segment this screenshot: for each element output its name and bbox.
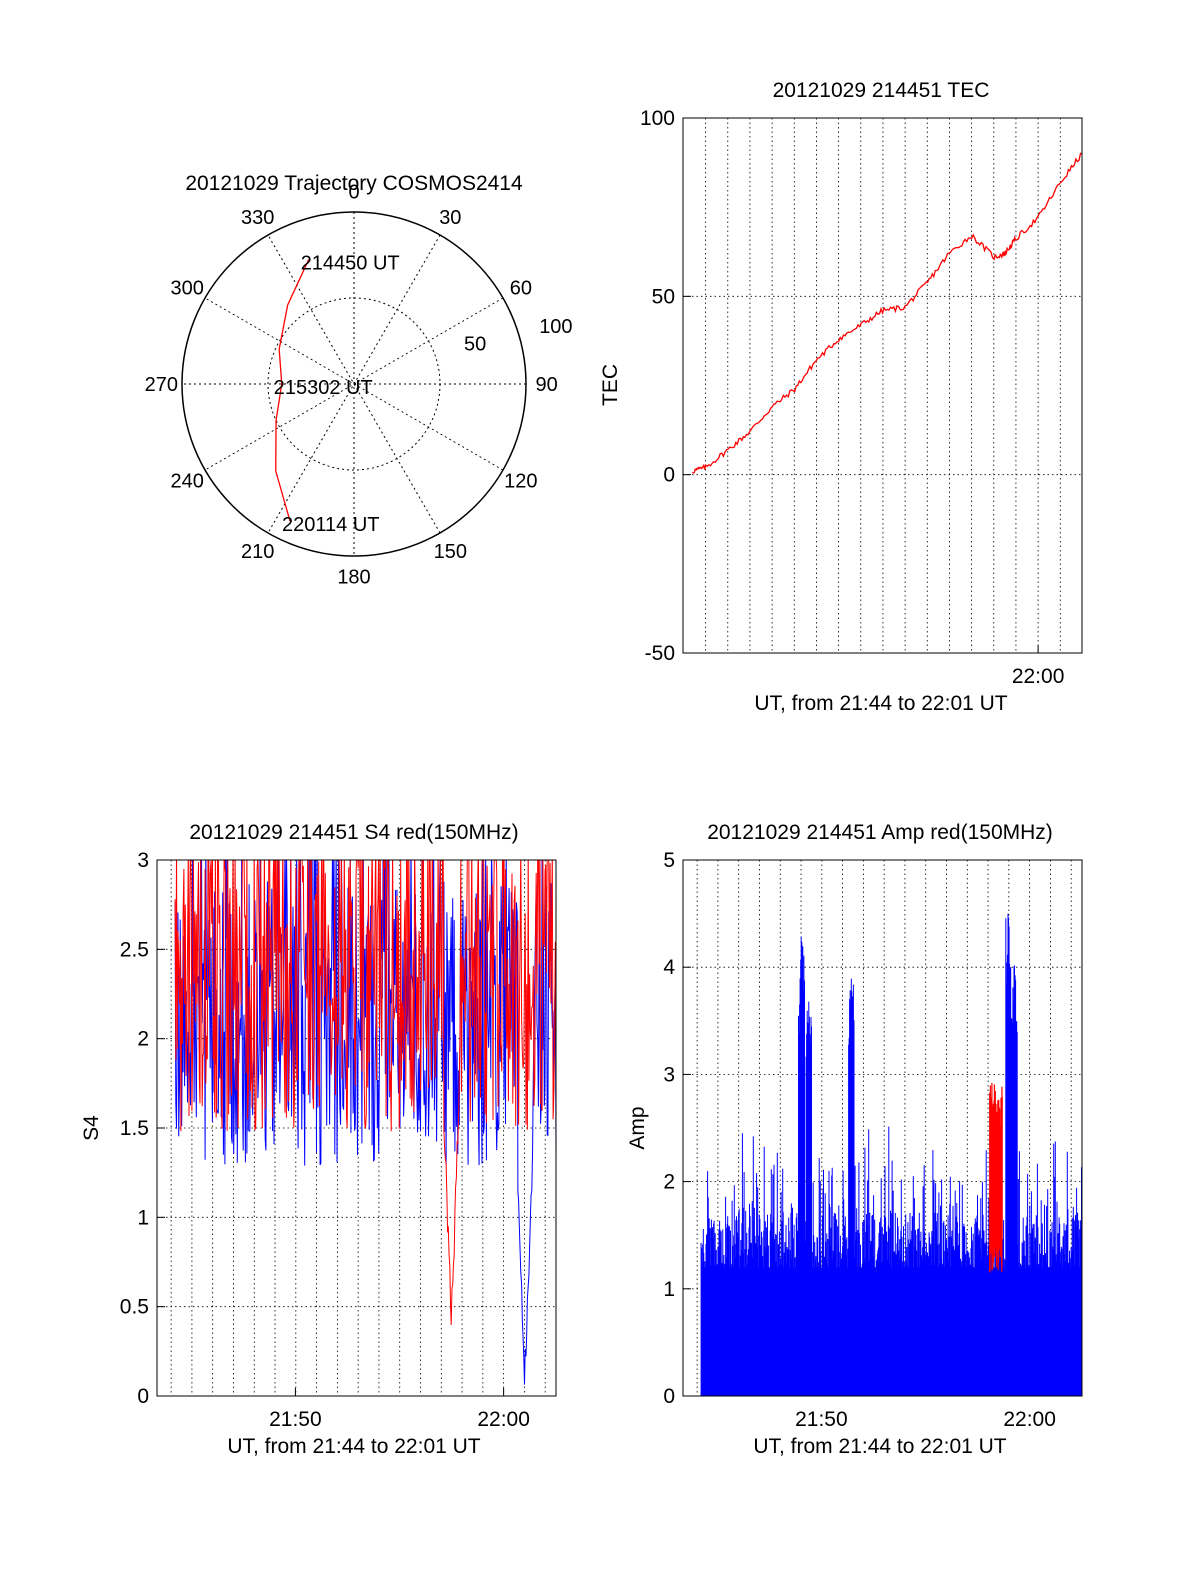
y-tick-label: 0 — [137, 1385, 149, 1408]
amp-frame — [682, 859, 1083, 1397]
polar-angle-label: 180 — [337, 567, 370, 589]
y-tick-label: 2 — [663, 1171, 675, 1194]
s4-frame — [156, 859, 557, 1397]
y-tick-label: 0 — [663, 464, 675, 487]
x-tick-label: 22:00 — [477, 1408, 530, 1431]
polar-angle-label: 30 — [439, 207, 461, 229]
s4-plot: 20121029 214451 S4 red(150MHz) 0 0.5 1 1.5 2… — [80, 821, 557, 1458]
tec-frame — [682, 117, 1083, 654]
polar-angle-label: 270 — [145, 374, 178, 396]
y-tick-label: 0.5 — [120, 1296, 149, 1319]
tec-y-axis-label: TEC — [599, 364, 622, 406]
y-tick-label: 50 — [652, 285, 675, 308]
polar-radial-label: 100 — [539, 316, 572, 338]
polar-radial-label: 50 — [464, 333, 486, 355]
amp-series — [700, 913, 1083, 1396]
polar-grid — [181, 211, 527, 557]
amp-x-tick-labels: 21:50 22:00 — [795, 1408, 1056, 1431]
amp-y-tick-labels: 0 1 2 3 4 5 — [663, 849, 675, 1408]
s4-x-tick-labels: 21:50 22:00 — [269, 1408, 530, 1431]
polar-angle-labels: 0 30 60 90 120 150 180 210 240 270 300 330 — [145, 181, 558, 588]
amp-x-axis-label: UT, from 21:44 to 22:01 UT — [753, 1435, 1006, 1458]
s4-y-axis-label: S4 — [80, 1115, 103, 1141]
y-tick-label: 2 — [137, 1028, 149, 1051]
tec-y-tick-labels: -50 0 50 100 — [640, 107, 675, 665]
tec-x-axis-label: UT, from 21:44 to 22:01 UT — [754, 692, 1007, 715]
y-tick-label: 100 — [640, 107, 675, 130]
y-tick-label: 0 — [663, 1385, 675, 1408]
polar-angle-label: 150 — [434, 541, 467, 563]
polar-angle-label: 240 — [170, 470, 203, 492]
s4-title: 20121029 214451 S4 red(150MHz) — [189, 821, 518, 844]
y-tick-label: 1.5 — [120, 1117, 149, 1140]
y-tick-label: 2.5 — [120, 938, 149, 961]
tec-x-tick-labels: 22:00 — [1012, 665, 1065, 688]
s4-x-axis-label: UT, from 21:44 to 22:01 UT — [227, 1435, 480, 1458]
s4-y-tick-labels: 0 0.5 1 1.5 2 2.5 3 — [120, 849, 149, 1408]
x-tick-label: 21:50 — [269, 1408, 322, 1431]
tec-plot: 20121029 214451 TEC -50 0 50 100 22:00 UT, … — [599, 79, 1083, 715]
polar-angle-label: 90 — [536, 374, 558, 396]
amp-title: 20121029 214451 Amp red(150MHz) — [707, 821, 1053, 844]
y-tick-label: 3 — [137, 849, 149, 872]
amp-plot: 20121029 214451 Amp red(150MHz) 0 1 2 3 4 5 2… — [626, 821, 1083, 1458]
polar-angle-label: 60 — [510, 278, 532, 300]
amp-y-axis-label: Amp — [626, 1106, 649, 1149]
polar-angle-label: 120 — [504, 470, 537, 492]
trajectory-time-label: 215302 UT — [274, 377, 373, 399]
y-tick-label: 3 — [663, 1063, 675, 1086]
polar-angle-label: 0 — [348, 181, 359, 203]
y-tick-label: 5 — [663, 849, 675, 872]
amp-blue-series — [700, 913, 1083, 1396]
tec-title: 20121029 214451 TEC — [773, 79, 990, 102]
y-tick-label: 1 — [137, 1206, 149, 1229]
tec-grid — [683, 117, 1082, 654]
trajectory-line — [275, 259, 310, 522]
y-tick-label: 1 — [663, 1278, 675, 1301]
polar-angle-label: 210 — [241, 541, 274, 563]
tec-series-line — [692, 152, 1083, 474]
trajectory-annotations: 214450 UT 215302 UT 220114 UT — [274, 253, 400, 537]
s4-series — [174, 860, 556, 1385]
polar-radial-labels: 50 100 — [464, 316, 573, 355]
x-tick-label: 21:50 — [795, 1408, 848, 1431]
x-tick-label: 22:00 — [1012, 665, 1065, 688]
trajectory-polar-plot: 20121029 Trajectory COSMOS2414 0 30 60 90 12… — [145, 172, 573, 589]
trajectory-time-label: 214450 UT — [301, 253, 400, 275]
s4-series-line — [174, 860, 556, 1326]
polar-angle-label: 300 — [170, 278, 203, 300]
y-tick-label: -50 — [645, 642, 675, 665]
amp-red-series — [989, 1082, 1003, 1273]
trajectory-title: 20121029 Trajectory COSMOS2414 — [185, 172, 523, 195]
y-tick-label: 4 — [663, 956, 675, 979]
polar-angle-label: 330 — [241, 207, 274, 229]
trajectory-time-label: 220114 UT — [282, 514, 379, 536]
x-tick-label: 22:00 — [1003, 1408, 1056, 1431]
